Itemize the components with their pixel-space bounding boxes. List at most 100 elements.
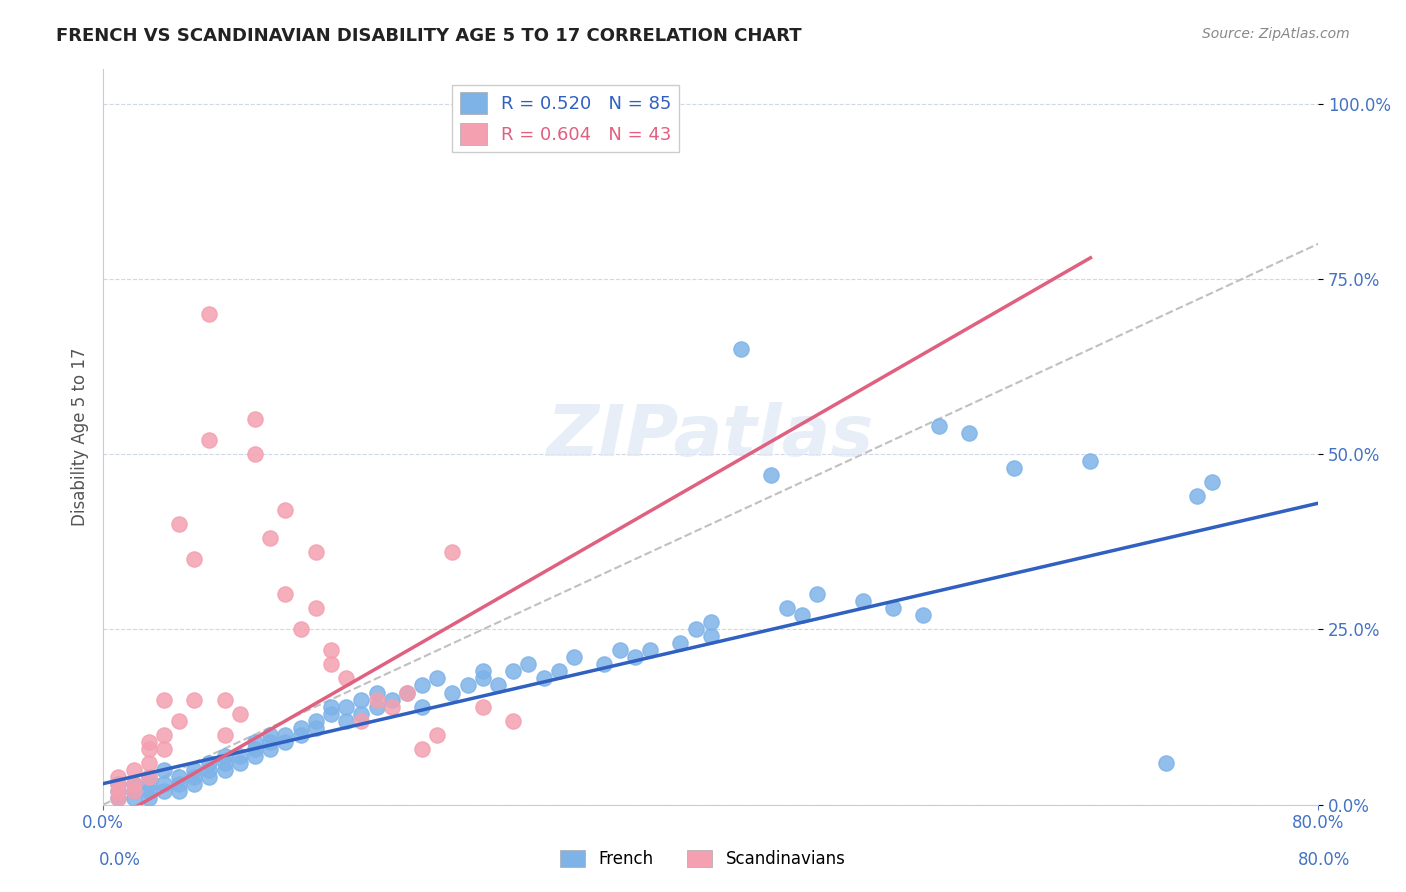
French [517, 657, 540, 672]
Scandinavians [305, 601, 328, 615]
French [138, 777, 160, 791]
French [290, 721, 312, 735]
French [198, 770, 221, 784]
French [775, 601, 797, 615]
French [471, 672, 494, 686]
Scandinavians [290, 623, 312, 637]
French [335, 699, 357, 714]
French [457, 678, 479, 692]
French [411, 678, 433, 692]
Scandinavians [243, 447, 266, 461]
French [183, 763, 205, 777]
French [107, 777, 129, 791]
Scandinavians [153, 692, 176, 706]
Scandinavians [183, 552, 205, 566]
French [790, 608, 813, 623]
French [1080, 454, 1102, 468]
French [107, 783, 129, 797]
French [305, 721, 328, 735]
Scandinavians [305, 545, 328, 559]
French [1201, 475, 1223, 490]
Text: 0.0%: 0.0% [98, 851, 141, 869]
Scandinavians [214, 692, 236, 706]
French [259, 734, 281, 748]
French [274, 728, 297, 742]
French [259, 728, 281, 742]
French [533, 672, 555, 686]
French [882, 601, 904, 615]
French [167, 770, 190, 784]
French [395, 685, 418, 699]
French [350, 706, 373, 721]
Scandinavians [426, 728, 449, 742]
Y-axis label: Disability Age 5 to 17: Disability Age 5 to 17 [72, 347, 89, 526]
French [183, 777, 205, 791]
Scandinavians [138, 741, 160, 756]
French [198, 763, 221, 777]
French [350, 692, 373, 706]
French [366, 699, 388, 714]
French [198, 756, 221, 770]
French [214, 756, 236, 770]
French [214, 763, 236, 777]
Scandinavians [107, 770, 129, 784]
French [730, 342, 752, 356]
Scandinavians [274, 503, 297, 517]
French [1004, 461, 1026, 475]
French [153, 783, 176, 797]
French [229, 748, 252, 763]
Scandinavians [214, 728, 236, 742]
French [122, 777, 145, 791]
French [669, 636, 692, 650]
French [229, 756, 252, 770]
Scandinavians [167, 714, 190, 728]
Scandinavians [350, 714, 373, 728]
French [319, 706, 342, 721]
Scandinavians [138, 756, 160, 770]
Scandinavians [502, 714, 524, 728]
French [609, 643, 631, 657]
French [138, 770, 160, 784]
French [167, 783, 190, 797]
Scandinavians [107, 777, 129, 791]
French [502, 665, 524, 679]
Legend: French, Scandinavians: French, Scandinavians [554, 843, 852, 875]
Scandinavians [335, 672, 357, 686]
Scandinavians [138, 734, 160, 748]
French [471, 665, 494, 679]
Scandinavians [153, 728, 176, 742]
Scandinavians [243, 412, 266, 426]
French [685, 623, 707, 637]
French [486, 678, 509, 692]
Scandinavians [167, 517, 190, 532]
French [243, 741, 266, 756]
French [243, 748, 266, 763]
French [122, 783, 145, 797]
Scandinavians [198, 307, 221, 321]
French [305, 714, 328, 728]
French [1156, 756, 1178, 770]
Scandinavians [122, 763, 145, 777]
French [806, 587, 828, 601]
French [912, 608, 935, 623]
Text: FRENCH VS SCANDINAVIAN DISABILITY AGE 5 TO 17 CORRELATION CHART: FRENCH VS SCANDINAVIAN DISABILITY AGE 5 … [56, 27, 801, 45]
French [183, 770, 205, 784]
French [699, 615, 721, 630]
Text: ZIPatlas: ZIPatlas [547, 402, 875, 471]
French [290, 728, 312, 742]
Scandinavians [122, 783, 145, 797]
French [547, 665, 569, 679]
French [214, 748, 236, 763]
French [1185, 489, 1208, 503]
French [411, 699, 433, 714]
Text: Source: ZipAtlas.com: Source: ZipAtlas.com [1202, 27, 1350, 41]
Scandinavians [107, 783, 129, 797]
French [335, 714, 357, 728]
French [138, 783, 160, 797]
French [153, 777, 176, 791]
Scandinavians [395, 685, 418, 699]
French [638, 643, 661, 657]
French [259, 741, 281, 756]
French [623, 650, 645, 665]
Scandinavians [153, 741, 176, 756]
